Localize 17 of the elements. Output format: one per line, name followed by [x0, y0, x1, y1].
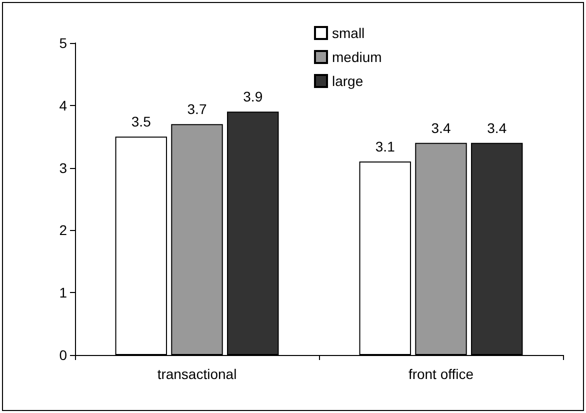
- legend-label: large: [332, 73, 364, 89]
- y-tick-label: 2: [59, 222, 68, 238]
- y-tick-label: 1: [59, 284, 68, 301]
- data-label: 3.1: [375, 138, 396, 155]
- y-tick-label: 3: [59, 160, 68, 176]
- y-tick-label: 5: [59, 35, 68, 51]
- x-tick-label: transactional: [157, 366, 237, 382]
- y-tick-label: 0: [59, 347, 68, 363]
- data-label: 3.4: [431, 120, 451, 136]
- data-label: 3.5: [131, 114, 152, 130]
- data-label: 3.9: [243, 88, 263, 105]
- data-label: 3.7: [187, 101, 207, 118]
- legend-label: small: [332, 25, 365, 41]
- y-tick-label: 4: [59, 97, 68, 114]
- x-tick-label: front office: [408, 366, 474, 382]
- data-label: 3.4: [487, 120, 507, 136]
- legend-label: medium: [332, 49, 382, 65]
